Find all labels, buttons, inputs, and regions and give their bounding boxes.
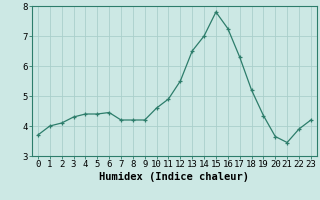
X-axis label: Humidex (Indice chaleur): Humidex (Indice chaleur) bbox=[100, 172, 249, 182]
